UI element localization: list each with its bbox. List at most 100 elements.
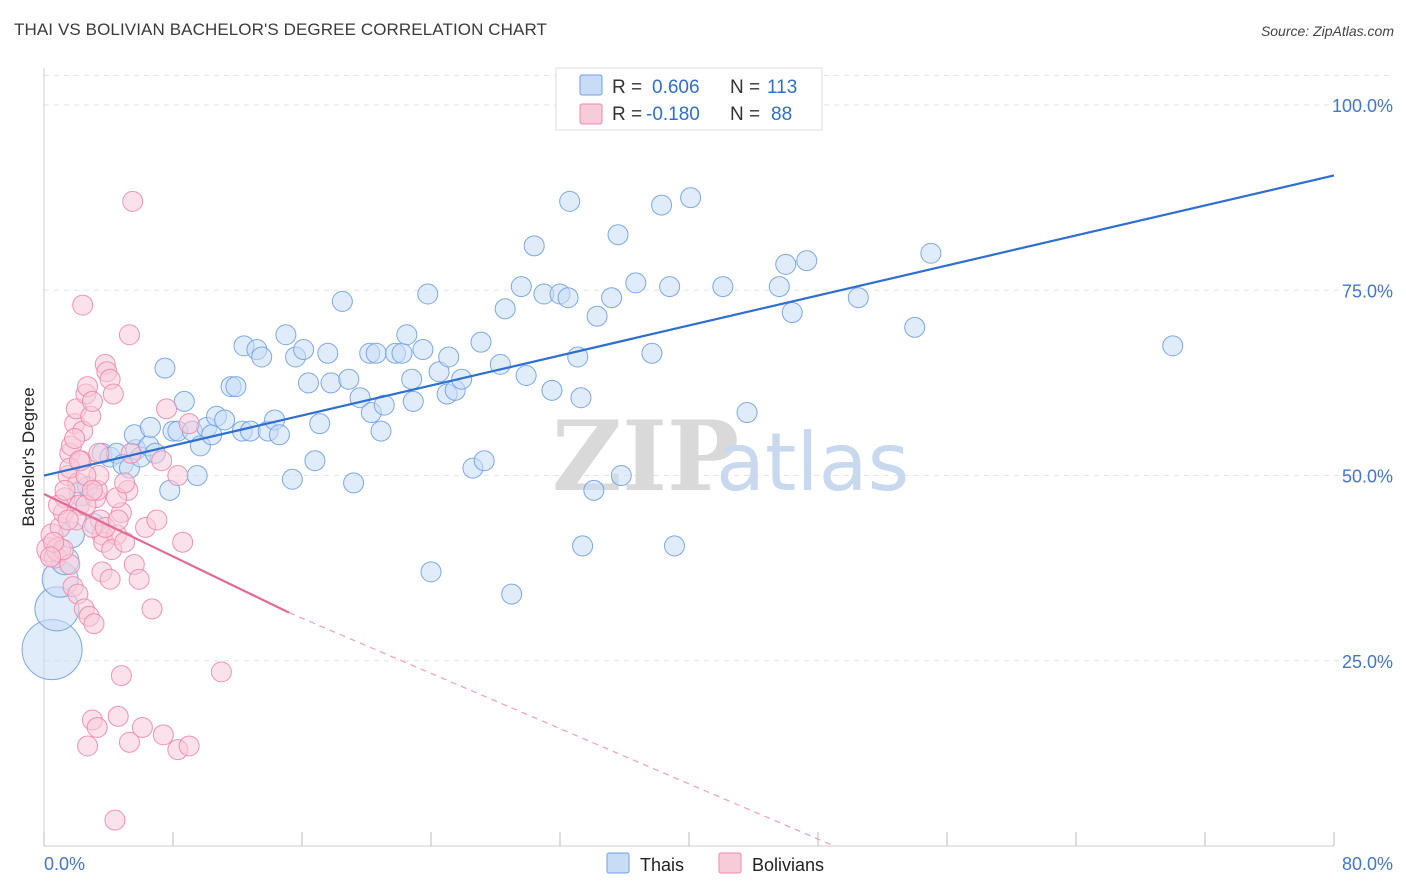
y-tick-label-25: 25.0% — [1342, 652, 1393, 672]
thais-point-63 — [402, 390, 424, 412]
thais-point-37 — [251, 346, 273, 368]
thais-point-46 — [304, 450, 326, 472]
thais-point-58 — [373, 394, 395, 416]
thais-point-109 — [501, 583, 523, 605]
bolivians-point-51 — [167, 465, 189, 487]
thais-point-45 — [297, 372, 319, 394]
bolivians-point-60 — [131, 716, 153, 738]
legend-n-value-thais: 113 — [767, 77, 797, 98]
thais-point-102 — [781, 302, 803, 324]
bolivians-point-53 — [178, 413, 200, 435]
thais-point-107 — [1162, 335, 1184, 357]
thais-point-56 — [365, 342, 387, 364]
thais-point-60 — [391, 342, 413, 364]
y-tick-label-75: 75.0% — [1342, 281, 1393, 301]
thais-point-98 — [712, 276, 734, 298]
bolivians-point-50 — [156, 398, 178, 420]
legend-r-label-bolivians: R = — [612, 104, 642, 125]
trendline-thais — [43, 174, 1335, 477]
thais-point-17 — [139, 416, 161, 438]
legend-n-label-bolivians: N = — [730, 104, 760, 125]
thais-point-47 — [309, 413, 331, 435]
bottom-legend: Thais Bolivians — [606, 852, 824, 875]
thais-point-78 — [523, 235, 545, 257]
series-bolivians — [36, 190, 232, 831]
thais-point-40 — [268, 424, 290, 446]
bolivians-point-52 — [172, 531, 194, 553]
thais-point-19 — [154, 357, 176, 379]
thais-point-106 — [920, 242, 942, 264]
legend-r-value-bolivians: -0.180 — [646, 104, 700, 125]
x-tick-label-max: 80.0% — [1342, 854, 1393, 874]
y-tick-label-50: 50.0% — [1342, 467, 1393, 487]
watermark-atlas: atlas — [716, 416, 909, 509]
bolivians-point-82 — [81, 479, 103, 501]
thais-point-44 — [293, 339, 315, 361]
thais-point-72 — [470, 331, 492, 353]
thais-point-97 — [680, 187, 702, 209]
thais-point-49 — [320, 372, 342, 394]
thais-point-52 — [343, 472, 365, 494]
thais-point-86 — [572, 535, 594, 557]
watermark-zip: ZIP — [552, 400, 739, 513]
thais-point-30 — [214, 409, 236, 431]
thais-point-64 — [412, 339, 434, 361]
thais-point-87 — [583, 479, 605, 501]
bolivians-point-40 — [99, 568, 121, 590]
bolivians-point-58 — [107, 705, 129, 727]
thais-point-104 — [847, 287, 869, 309]
bolivians-point-77 — [54, 479, 76, 501]
thais-point-91 — [610, 465, 632, 487]
thais-point-62 — [401, 368, 423, 390]
y-tick-label-100: 100.0% — [1332, 96, 1393, 116]
thais-point-100 — [768, 276, 790, 298]
thais-point-108 — [420, 561, 442, 583]
legend-swatch-thais — [579, 74, 603, 96]
thais-point-51 — [338, 368, 360, 390]
bolivians-point-32 — [122, 190, 144, 212]
bolivians-point-59 — [118, 731, 140, 753]
thais-point-61 — [396, 324, 418, 346]
bolivians-point-19 — [81, 390, 103, 412]
bolivians-point-47 — [141, 598, 163, 620]
bottom-legend-label-thais: Thais — [640, 855, 684, 875]
legend-r-label-thais: R = — [612, 77, 642, 98]
bolivians-point-64 — [77, 735, 99, 757]
thais-point-73 — [473, 450, 495, 472]
bottom-legend-swatch-thais — [606, 852, 630, 874]
x-ticks — [43, 832, 1335, 846]
bolivians-point-57 — [86, 716, 108, 738]
thais-point-93 — [641, 342, 663, 364]
thais-point-35 — [239, 420, 261, 442]
thais-point-89 — [601, 287, 623, 309]
bolivians-point-45 — [128, 568, 150, 590]
thais-point-83 — [559, 190, 581, 212]
thais-point-92 — [625, 272, 647, 294]
thais-point-57 — [370, 420, 392, 442]
bottom-legend-label-bolivians: Bolivians — [752, 855, 824, 875]
bolivians-point-63 — [178, 735, 200, 757]
legend-n-label-thais: N = — [730, 77, 760, 98]
watermark: ZIP atlas — [552, 400, 909, 513]
thais-point-25 — [186, 465, 208, 487]
bottom-legend-swatch-bolivians — [718, 852, 742, 874]
bolivians-point-29 — [102, 383, 124, 405]
thais-point-68 — [438, 346, 460, 368]
thais-point-90 — [607, 224, 629, 246]
bolivians-point-79 — [64, 427, 86, 449]
thais-point-48 — [317, 342, 339, 364]
bolivians-point-55 — [110, 665, 132, 687]
thais-point-76 — [510, 276, 532, 298]
bolivians-point-48 — [146, 509, 168, 531]
legend-r-value-thais: 0.606 — [652, 77, 700, 98]
bolivians-point-30 — [72, 294, 94, 316]
thais-point-101 — [775, 253, 797, 275]
bolivians-point-73 — [114, 472, 136, 494]
y-tick-labels: 25.0% 50.0% 75.0% 100.0% — [1332, 96, 1393, 672]
thais-point-95 — [659, 276, 681, 298]
series-thais — [21, 187, 1184, 681]
bolivians-point-54 — [210, 661, 232, 683]
trendline-bolivians-extension — [288, 612, 835, 847]
thais-point-99 — [736, 402, 758, 424]
